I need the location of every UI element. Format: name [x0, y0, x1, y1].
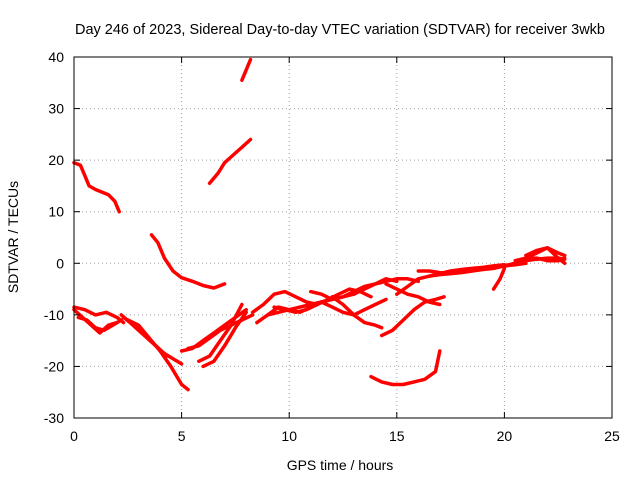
y-tick-label: 20: [48, 152, 64, 168]
series-arc-10: [240, 57, 253, 82]
y-tick-label: -10: [44, 307, 64, 323]
plot-frame: [73, 56, 613, 419]
series-arc-32: [524, 246, 567, 266]
y-tick-label: 40: [48, 49, 64, 65]
series-arc-14: [201, 310, 248, 369]
series-arc-24: [379, 295, 446, 338]
series-layer: [72, 57, 567, 392]
y-tick-label: 10: [48, 204, 64, 220]
chart-title: Day 246 of 2023, Sidereal Day-to-day VTE…: [75, 22, 605, 38]
y-tick-label: 0: [56, 255, 64, 271]
ticks: 0 5 10 15 20 25 -30 -20 -10 0 10 20 30 40: [44, 49, 620, 444]
series-arc-7: [121, 315, 169, 358]
series-arc-20: [330, 295, 384, 330]
series-arc-1: [72, 160, 121, 214]
x-tick-label: 15: [389, 428, 405, 444]
series-arc-23: [369, 349, 442, 387]
x-tick-label: 10: [281, 428, 297, 444]
series-arc-29: [491, 266, 507, 291]
series-arc-25: [384, 282, 442, 307]
series-arc-3: [72, 305, 126, 325]
series-arc-15: [250, 289, 319, 315]
x-tick-label: 20: [497, 428, 513, 444]
x-tick-label: 5: [178, 428, 186, 444]
series-arc-4: [76, 315, 124, 333]
series-arc-8: [149, 233, 227, 290]
series-arc-13: [197, 302, 244, 364]
y-tick-label: -30: [44, 410, 64, 426]
series-arc-22: [352, 277, 421, 296]
x-axis-label: GPS time / hours: [287, 457, 394, 473]
y-tick-label: -20: [44, 358, 64, 374]
grid: [74, 57, 612, 418]
series-arc-9: [207, 137, 253, 186]
y-axis-label: SDTVAR / TECUs: [5, 181, 21, 293]
x-tick-label: 25: [604, 428, 620, 444]
x-tick-label: 0: [70, 428, 78, 444]
y-tick-label: 30: [48, 101, 64, 117]
series-arc-30: [502, 246, 567, 268]
series-arc-28: [427, 256, 567, 278]
